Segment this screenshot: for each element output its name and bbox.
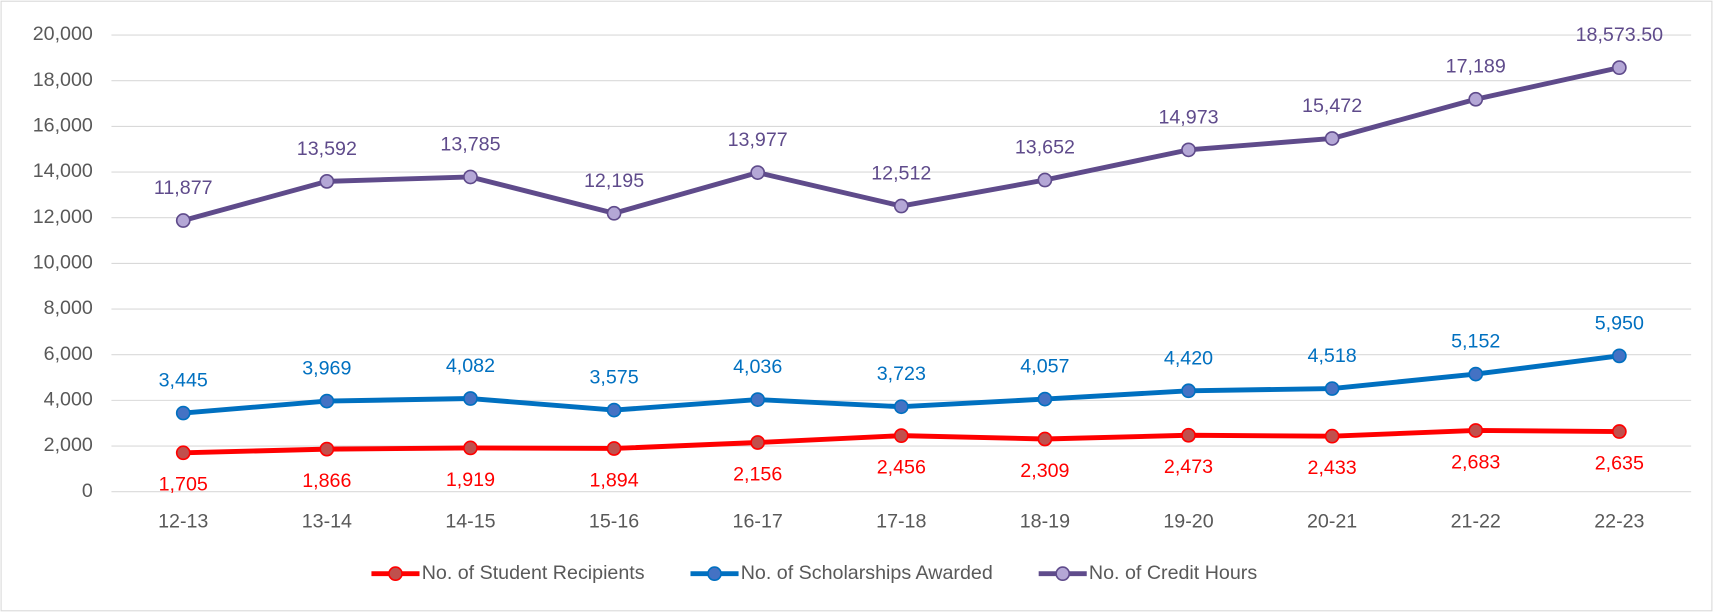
y-tick-label: 2,000	[44, 434, 93, 456]
y-tick-label: 16,000	[33, 115, 93, 137]
data-label: 4,057	[1020, 356, 1069, 378]
x-tick-label: 16-17	[733, 510, 783, 532]
data-point	[1611, 348, 1627, 364]
legend-marker	[388, 566, 403, 582]
data-point	[319, 441, 335, 457]
data-point	[1324, 428, 1340, 444]
data-label: 3,969	[302, 358, 351, 380]
data-label: 3,445	[159, 370, 208, 392]
data-label: 3,575	[589, 367, 638, 389]
data-label: 13,977	[728, 129, 788, 151]
data-point	[893, 428, 909, 444]
data-label: 2,683	[1451, 451, 1500, 473]
data-point	[1037, 172, 1053, 188]
data-label: 15,472	[1302, 95, 1362, 117]
data-label: 4,420	[1164, 347, 1213, 369]
data-point	[1324, 131, 1340, 146]
data-point	[319, 393, 335, 409]
data-label: 12,195	[584, 170, 644, 192]
data-point	[893, 399, 909, 415]
data-label: 5,152	[1451, 331, 1500, 353]
x-tick-label: 22-23	[1594, 510, 1644, 532]
legend-label: No. of Student Recipients	[422, 562, 645, 584]
data-point	[463, 169, 478, 185]
y-tick-label: 18,000	[33, 69, 93, 91]
x-tick-label: 14-15	[445, 510, 495, 532]
data-label: 11,877	[154, 177, 213, 199]
data-label: 2,635	[1595, 453, 1644, 475]
y-tick-label: 14,000	[33, 160, 93, 182]
data-label: 2,433	[1308, 457, 1357, 479]
data-label: 2,473	[1164, 456, 1213, 478]
data-point	[750, 165, 766, 180]
data-label: 17,189	[1446, 56, 1506, 78]
x-tick-label: 17-18	[876, 510, 926, 532]
x-tick-label: 15-16	[589, 510, 639, 532]
data-label: 3,723	[877, 363, 926, 385]
data-point	[1181, 383, 1196, 399]
y-tick-label: 0	[82, 480, 93, 502]
legend-marker	[707, 566, 722, 582]
data-label: 4,036	[733, 356, 782, 378]
data-label: 13,652	[1015, 137, 1075, 159]
x-tick-label: 19-20	[1163, 510, 1213, 532]
data-label: 13,785	[440, 133, 500, 155]
x-tick-label: 12-13	[158, 510, 208, 532]
data-point	[1611, 60, 1627, 76]
legend-marker	[1055, 566, 1071, 582]
y-tick-label: 8,000	[44, 297, 93, 319]
data-point	[175, 405, 191, 421]
data-label: 4,082	[446, 355, 495, 377]
data-point	[463, 440, 478, 456]
data-point	[1037, 391, 1053, 407]
data-label: 2,309	[1020, 460, 1069, 482]
data-point	[606, 205, 622, 221]
x-tick-label: 21-22	[1451, 510, 1501, 532]
data-point	[1468, 366, 1484, 382]
data-point	[175, 445, 191, 461]
data-label: 12,512	[871, 163, 931, 185]
data-point	[1468, 423, 1484, 438]
data-point	[463, 391, 478, 406]
data-label: 18,573.50	[1576, 24, 1664, 46]
data-point	[319, 174, 335, 189]
data-point	[1611, 424, 1627, 439]
data-label: 2,456	[877, 457, 926, 479]
data-point	[606, 402, 622, 418]
data-label: 13,592	[297, 138, 357, 160]
data-point	[1181, 142, 1196, 158]
data-point	[1468, 91, 1484, 107]
data-label: 1,894	[589, 469, 638, 491]
y-tick-label: 4,000	[44, 389, 93, 411]
data-point	[750, 392, 766, 407]
data-point	[1181, 427, 1196, 443]
data-point	[893, 198, 909, 214]
y-tick-label: 10,000	[33, 252, 93, 274]
y-tick-label: 12,000	[33, 206, 93, 228]
data-label: 4,518	[1308, 345, 1357, 367]
y-tick-label: 20,000	[33, 23, 93, 45]
x-tick-label: 20-21	[1307, 510, 1357, 532]
data-point	[1324, 381, 1340, 396]
data-point	[175, 213, 191, 228]
x-tick-label: 13-14	[302, 510, 352, 532]
data-point	[750, 435, 766, 450]
data-label: 1,866	[302, 470, 351, 492]
x-tick-label: 18-19	[1020, 510, 1070, 532]
data-label: 14,973	[1158, 106, 1218, 128]
data-label: 5,950	[1595, 312, 1644, 334]
legend-label: No. of Scholarships Awarded	[741, 562, 993, 584]
data-point	[606, 441, 622, 456]
data-label: 2,156	[733, 463, 782, 485]
data-label: 1,705	[159, 474, 208, 496]
y-tick-label: 6,000	[44, 343, 93, 365]
data-label: 1,919	[446, 469, 495, 491]
data-point	[1037, 431, 1053, 447]
legend-label: No. of Credit Hours	[1089, 562, 1257, 584]
